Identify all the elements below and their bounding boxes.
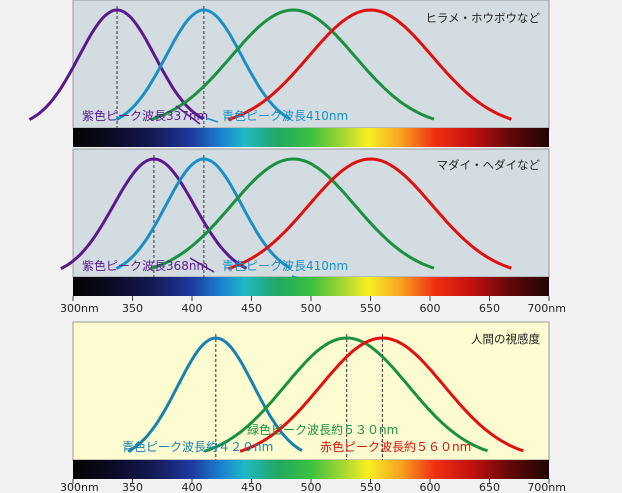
- annotation-blue-peak: 青色ピーク波長約４２０nm: [122, 439, 273, 454]
- annotation-violet-peak: 紫色ピーク波長337nm: [82, 109, 208, 123]
- curve-青: [127, 336, 303, 453]
- tick-label: 300nm: [60, 302, 99, 315]
- curve-青: [115, 8, 291, 121]
- wavelength-axis-bottom: 300nm 350 400 450 500 550 600 650 700nm: [60, 479, 566, 493]
- sensitivity-curves: [127, 336, 524, 453]
- curve-赤: [227, 8, 512, 122]
- panel-title: マダイ・ヘダイなど: [437, 158, 541, 172]
- tick-label: 300nm: [60, 481, 99, 493]
- annotation-violet-peak: 紫色ピーク波長368nm: [82, 259, 208, 273]
- tick-label: 600: [420, 302, 441, 315]
- tick-label: 450: [241, 481, 262, 493]
- tick-label: 500: [301, 481, 322, 493]
- curve-赤: [239, 336, 524, 453]
- panel-human: 人間の視感度 緑色ピーク波長約５３０nm 青色ピーク波長約４２０nm 赤色ピーク…: [72, 321, 550, 479]
- curve-赤: [227, 157, 512, 271]
- tick-label: 550: [360, 481, 381, 493]
- annotation-green-peak: 緑色ピーク波長約５３０nm: [247, 422, 398, 437]
- tick-label: 500: [301, 302, 322, 315]
- wavelength-axis-top: 300nm 350 400 450 500 550 600 650 700nm: [60, 296, 566, 315]
- panel-title: ヒラメ・ホウボウなど: [425, 11, 540, 25]
- curve-緑: [203, 336, 489, 453]
- tick-label: 700nm: [527, 481, 566, 493]
- tick-label: 650: [479, 302, 500, 315]
- peak-lines: [116, 6, 205, 128]
- curve-青: [115, 157, 291, 270]
- tick-label: 550: [360, 302, 381, 315]
- spectrum-bar: [73, 277, 549, 296]
- spectrum-bar: [73, 460, 549, 479]
- tick-label: 450: [241, 302, 262, 315]
- spectrum-bar: [73, 128, 549, 147]
- annotation-blue-peak: 青色ピーク波長410nm: [222, 259, 348, 273]
- annotation-red-peak: 赤色ピーク波長約５６０nm: [320, 439, 471, 454]
- panel-background: [72, 321, 550, 461]
- tick-label: 400: [182, 302, 203, 315]
- annotation-blue-peak: 青色ピーク波長410nm: [222, 109, 348, 123]
- curve-紫: [28, 8, 204, 121]
- tick-label: 650: [479, 481, 500, 493]
- tick-label: 350: [122, 481, 143, 493]
- panel-hirame: ヒラメ・ホウボウなど 紫色ピーク波長337nm 青色ピーク波長410nm: [28, 0, 550, 147]
- annotation-leader-violet: [189, 257, 215, 273]
- annotation-leader-violet: [175, 105, 201, 125]
- panel-background: [72, 0, 550, 129]
- panel-madai: マダイ・ヘダイなど 紫色ピーク波長368nm 青色ピーク波長410nm: [60, 148, 550, 296]
- sensitivity-curves: [60, 157, 512, 271]
- curve-紫: [60, 157, 248, 270]
- panel-title: 人間の視感度: [471, 332, 540, 346]
- panel-background: [72, 148, 550, 278]
- tick-label: 400: [182, 481, 203, 493]
- sensitivity-curves: [28, 8, 512, 122]
- curve-緑: [150, 157, 435, 271]
- tick-label: 600: [420, 481, 441, 493]
- annotation-leader-blue: [205, 117, 219, 123]
- curve-緑: [150, 8, 435, 122]
- tick-label: 350: [122, 302, 143, 315]
- tick-label: 700nm: [527, 302, 566, 315]
- peak-lines: [153, 155, 205, 277]
